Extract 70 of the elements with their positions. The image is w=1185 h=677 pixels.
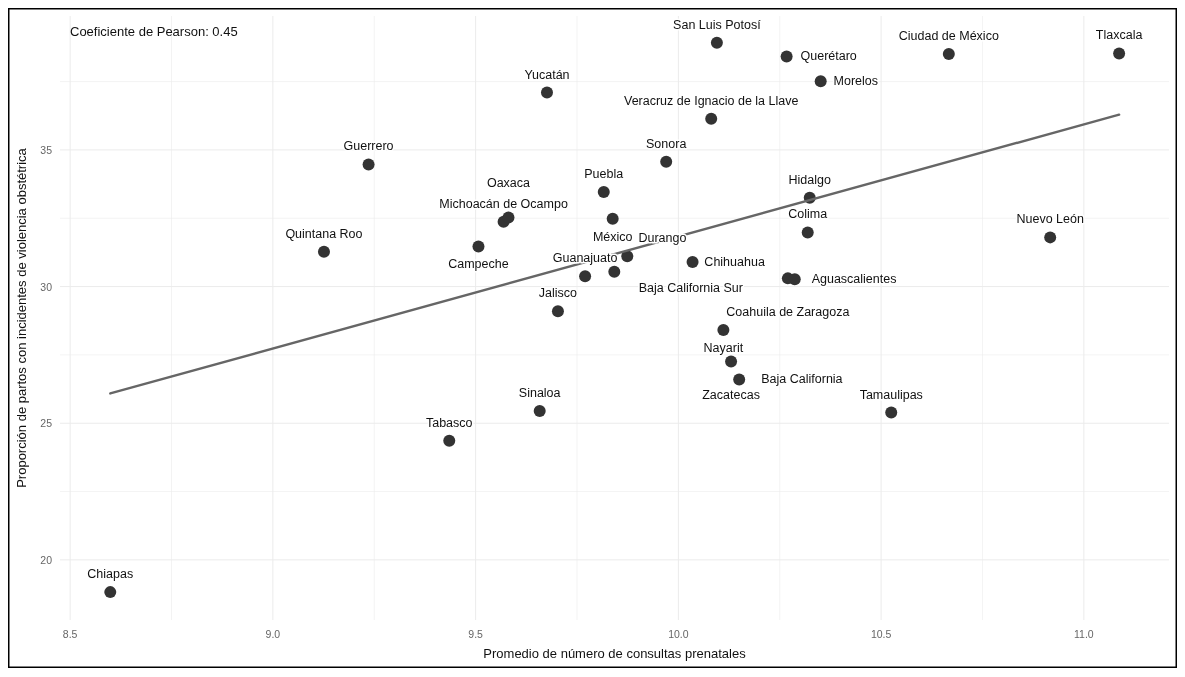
annotation: Guerrero <box>343 139 394 154</box>
y-tick-label: 35 <box>40 143 53 156</box>
annotation: Zacatecas <box>702 388 760 403</box>
annotation: Baja California <box>761 372 843 387</box>
x-tick-label: 8.5 <box>62 628 78 640</box>
annotation: Coahuila de Zaragoza <box>726 305 850 320</box>
annotation: Tabasco <box>425 415 473 430</box>
point <box>942 47 955 60</box>
x-tick-label: 11.0 <box>1074 628 1094 640</box>
x-tick-label: 9.0 <box>265 628 281 640</box>
annotation: Jalisco <box>538 286 578 301</box>
x-tick-label: 10.0 <box>668 628 689 640</box>
annotation: Yucatán <box>524 67 570 82</box>
annotation: Nayarit <box>703 341 744 356</box>
annotation: San Luis Potosí <box>673 17 762 32</box>
annotation: México <box>592 229 633 244</box>
point <box>885 406 898 419</box>
annotation: Chiapas <box>87 567 134 582</box>
annotation: Puebla <box>584 167 624 182</box>
point <box>443 434 456 447</box>
point <box>1044 231 1057 244</box>
point <box>540 86 553 99</box>
annotation: Sinaloa <box>518 385 561 400</box>
annotation: Colima <box>788 207 828 222</box>
point <box>533 404 546 417</box>
annotation: Chihuahua <box>704 254 765 269</box>
y-tick-label: 25 <box>40 417 53 430</box>
point <box>717 324 730 337</box>
point <box>725 355 738 368</box>
point <box>551 305 564 318</box>
point <box>502 211 515 224</box>
point <box>597 186 610 199</box>
annotation: Hidalgo <box>788 172 831 187</box>
annotation: Tlaxcala <box>1095 28 1143 43</box>
annotation: Nuevo León <box>1016 212 1084 227</box>
point <box>780 50 793 63</box>
point <box>317 245 330 258</box>
annotation: Tamaulipas <box>859 387 923 402</box>
point <box>579 270 592 283</box>
point <box>1113 47 1126 60</box>
point <box>362 158 375 171</box>
point <box>710 36 723 49</box>
annotation: Quintana Roo <box>285 226 363 241</box>
annotation: Veracruz de Ignacio de la Llave <box>624 93 799 108</box>
point <box>705 112 718 125</box>
annotation: Michoacán de Ocampo <box>439 196 568 211</box>
point <box>104 586 117 599</box>
annotation: Aguascalientes <box>811 272 897 287</box>
annotation: Campeche <box>448 257 509 272</box>
annotation: Coeficiente de Pearson: 0.45 <box>70 24 238 39</box>
x-tick-label: 9.5 <box>468 628 484 640</box>
annotation: Baja California Sur <box>638 280 743 295</box>
point <box>686 255 699 268</box>
annotation: Morelos <box>833 74 879 89</box>
x-tick-label: 10.5 <box>870 628 892 640</box>
point <box>733 373 746 386</box>
annotation: Ciudad de México <box>898 28 999 43</box>
y-tick-label: 20 <box>40 553 53 566</box>
annotation: Querétaro <box>800 49 857 64</box>
x-axis-title: Promedio de número de consultas prenatales <box>483 646 747 661</box>
point <box>606 212 619 225</box>
point <box>801 226 814 239</box>
point <box>660 155 673 168</box>
annotation: Sonora <box>646 136 687 151</box>
y-axis-title: Proporción de partos con incidentes de violencia obstétrica <box>14 147 29 488</box>
point <box>814 75 827 88</box>
point <box>472 240 485 253</box>
point <box>608 265 621 278</box>
y-tick-label: 30 <box>40 280 53 293</box>
annotation: Oaxaca <box>486 176 531 191</box>
